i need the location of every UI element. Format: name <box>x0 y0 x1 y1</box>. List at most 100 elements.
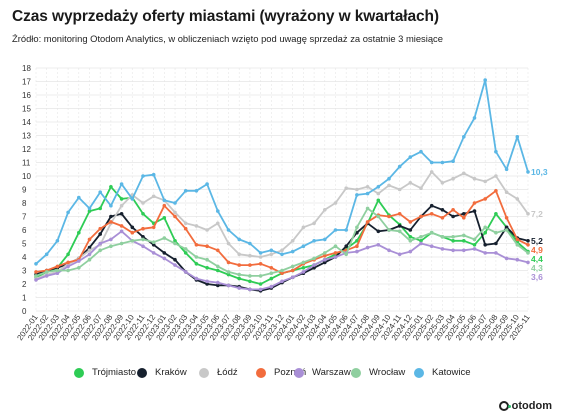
data-point-warszawa <box>301 270 306 274</box>
otodom-logo: otodom <box>498 400 552 412</box>
data-point-wroclaw <box>333 244 338 248</box>
data-point-warszawa <box>472 247 477 251</box>
data-point-warszawa <box>323 257 327 262</box>
legend-color-marker <box>351 367 361 378</box>
data-point-katowice <box>483 78 488 82</box>
data-point-warszawa <box>408 249 413 254</box>
data-point-warszawa <box>462 248 466 253</box>
data-point-lodz <box>515 197 520 201</box>
data-point-warszawa <box>290 275 295 280</box>
data-point-wroclaw <box>365 206 370 211</box>
data-point-krakow <box>451 214 455 219</box>
data-point-trojmiasto <box>248 279 252 284</box>
data-point-warszawa <box>419 241 423 246</box>
data-point-krakow <box>440 208 445 212</box>
y-tick-label: 9 <box>22 186 27 195</box>
y-tick-label: 0 <box>22 307 27 316</box>
data-point-katowice <box>205 182 209 186</box>
data-point-wroclaw <box>248 274 252 278</box>
data-point-krakow <box>173 257 177 262</box>
data-point-katowice <box>280 252 284 257</box>
data-point-wroclaw <box>429 230 434 235</box>
data-point-poznan <box>290 268 295 273</box>
data-point-wroclaw <box>141 237 145 242</box>
data-point-katowice <box>301 244 306 248</box>
data-point-poznan <box>130 230 135 235</box>
y-tick-label: 5 <box>22 240 27 249</box>
data-point-katowice <box>216 209 220 213</box>
data-point-warszawa <box>280 279 284 284</box>
data-point-katowice <box>66 210 70 215</box>
data-point-katowice <box>194 189 199 193</box>
data-point-warszawa <box>248 287 252 292</box>
data-point-wroclaw <box>504 228 509 232</box>
data-point-warszawa <box>483 251 488 255</box>
data-point-lodz <box>258 255 263 259</box>
data-point-trojmiasto <box>162 216 167 220</box>
data-point-katowice <box>515 135 520 139</box>
data-point-poznan <box>248 263 252 267</box>
data-point-trojmiasto <box>419 239 423 243</box>
data-point-poznan <box>87 237 92 242</box>
data-point-lodz <box>226 241 231 246</box>
data-point-wroclaw <box>280 268 284 273</box>
data-point-lodz <box>269 252 274 257</box>
data-point-poznan <box>162 203 167 208</box>
data-point-lodz <box>248 253 252 258</box>
data-point-warszawa <box>183 270 188 274</box>
data-point-katowice <box>77 195 81 200</box>
data-point-poznan <box>504 216 509 220</box>
data-point-lodz <box>205 228 209 232</box>
y-tick-label: 12 <box>22 145 31 154</box>
data-point-trojmiasto <box>77 230 81 235</box>
data-point-lodz <box>462 171 466 176</box>
data-point-warszawa <box>162 256 167 261</box>
data-point-poznan <box>258 262 263 266</box>
data-point-wroclaw <box>194 255 199 259</box>
data-point-wroclaw <box>290 264 295 269</box>
data-point-wroclaw <box>440 235 445 239</box>
data-point-krakow <box>526 239 530 243</box>
data-point-trojmiasto <box>376 198 381 203</box>
y-tick-label: 7 <box>22 213 27 222</box>
data-point-wroclaw <box>451 235 455 239</box>
data-point-lodz <box>429 170 434 174</box>
data-point-poznan <box>472 201 477 205</box>
data-point-wroclaw <box>258 274 263 278</box>
data-point-lodz <box>397 187 402 192</box>
data-point-trojmiasto <box>269 276 274 281</box>
y-tick-label: 6 <box>22 226 27 235</box>
data-point-lodz <box>494 174 498 178</box>
data-point-wroclaw <box>494 230 498 235</box>
data-point-warszawa <box>515 257 520 262</box>
legend-item: Wrocław <box>351 367 405 378</box>
data-point-lodz <box>504 190 509 194</box>
data-point-lodz <box>173 210 177 215</box>
data-point-poznan <box>429 212 434 216</box>
legend-color-marker <box>199 367 209 378</box>
data-point-wroclaw <box>44 270 49 274</box>
data-point-poznan <box>269 266 274 270</box>
data-point-lodz <box>440 181 445 185</box>
data-point-katowice <box>462 135 466 139</box>
data-point-poznan <box>194 243 199 247</box>
data-point-poznan <box>109 220 113 224</box>
data-point-lodz <box>183 221 188 226</box>
data-point-katowice <box>55 239 60 243</box>
data-point-warszawa <box>526 260 530 265</box>
legend-label: Trójmiasto <box>92 367 136 378</box>
data-point-warszawa <box>333 255 338 259</box>
data-point-trojmiasto <box>216 268 220 273</box>
data-point-krakow <box>87 245 92 250</box>
data-point-katowice <box>344 228 349 232</box>
data-point-wroclaw <box>419 235 423 239</box>
data-point-lodz <box>365 185 370 189</box>
data-point-warszawa <box>376 243 381 247</box>
legend-color-marker <box>137 367 147 378</box>
data-point-trojmiasto <box>98 206 102 211</box>
data-point-krakow <box>462 212 466 216</box>
data-point-krakow <box>323 260 327 265</box>
data-point-katowice <box>151 172 156 177</box>
data-point-lodz <box>526 212 530 216</box>
data-point-warszawa <box>194 276 199 281</box>
